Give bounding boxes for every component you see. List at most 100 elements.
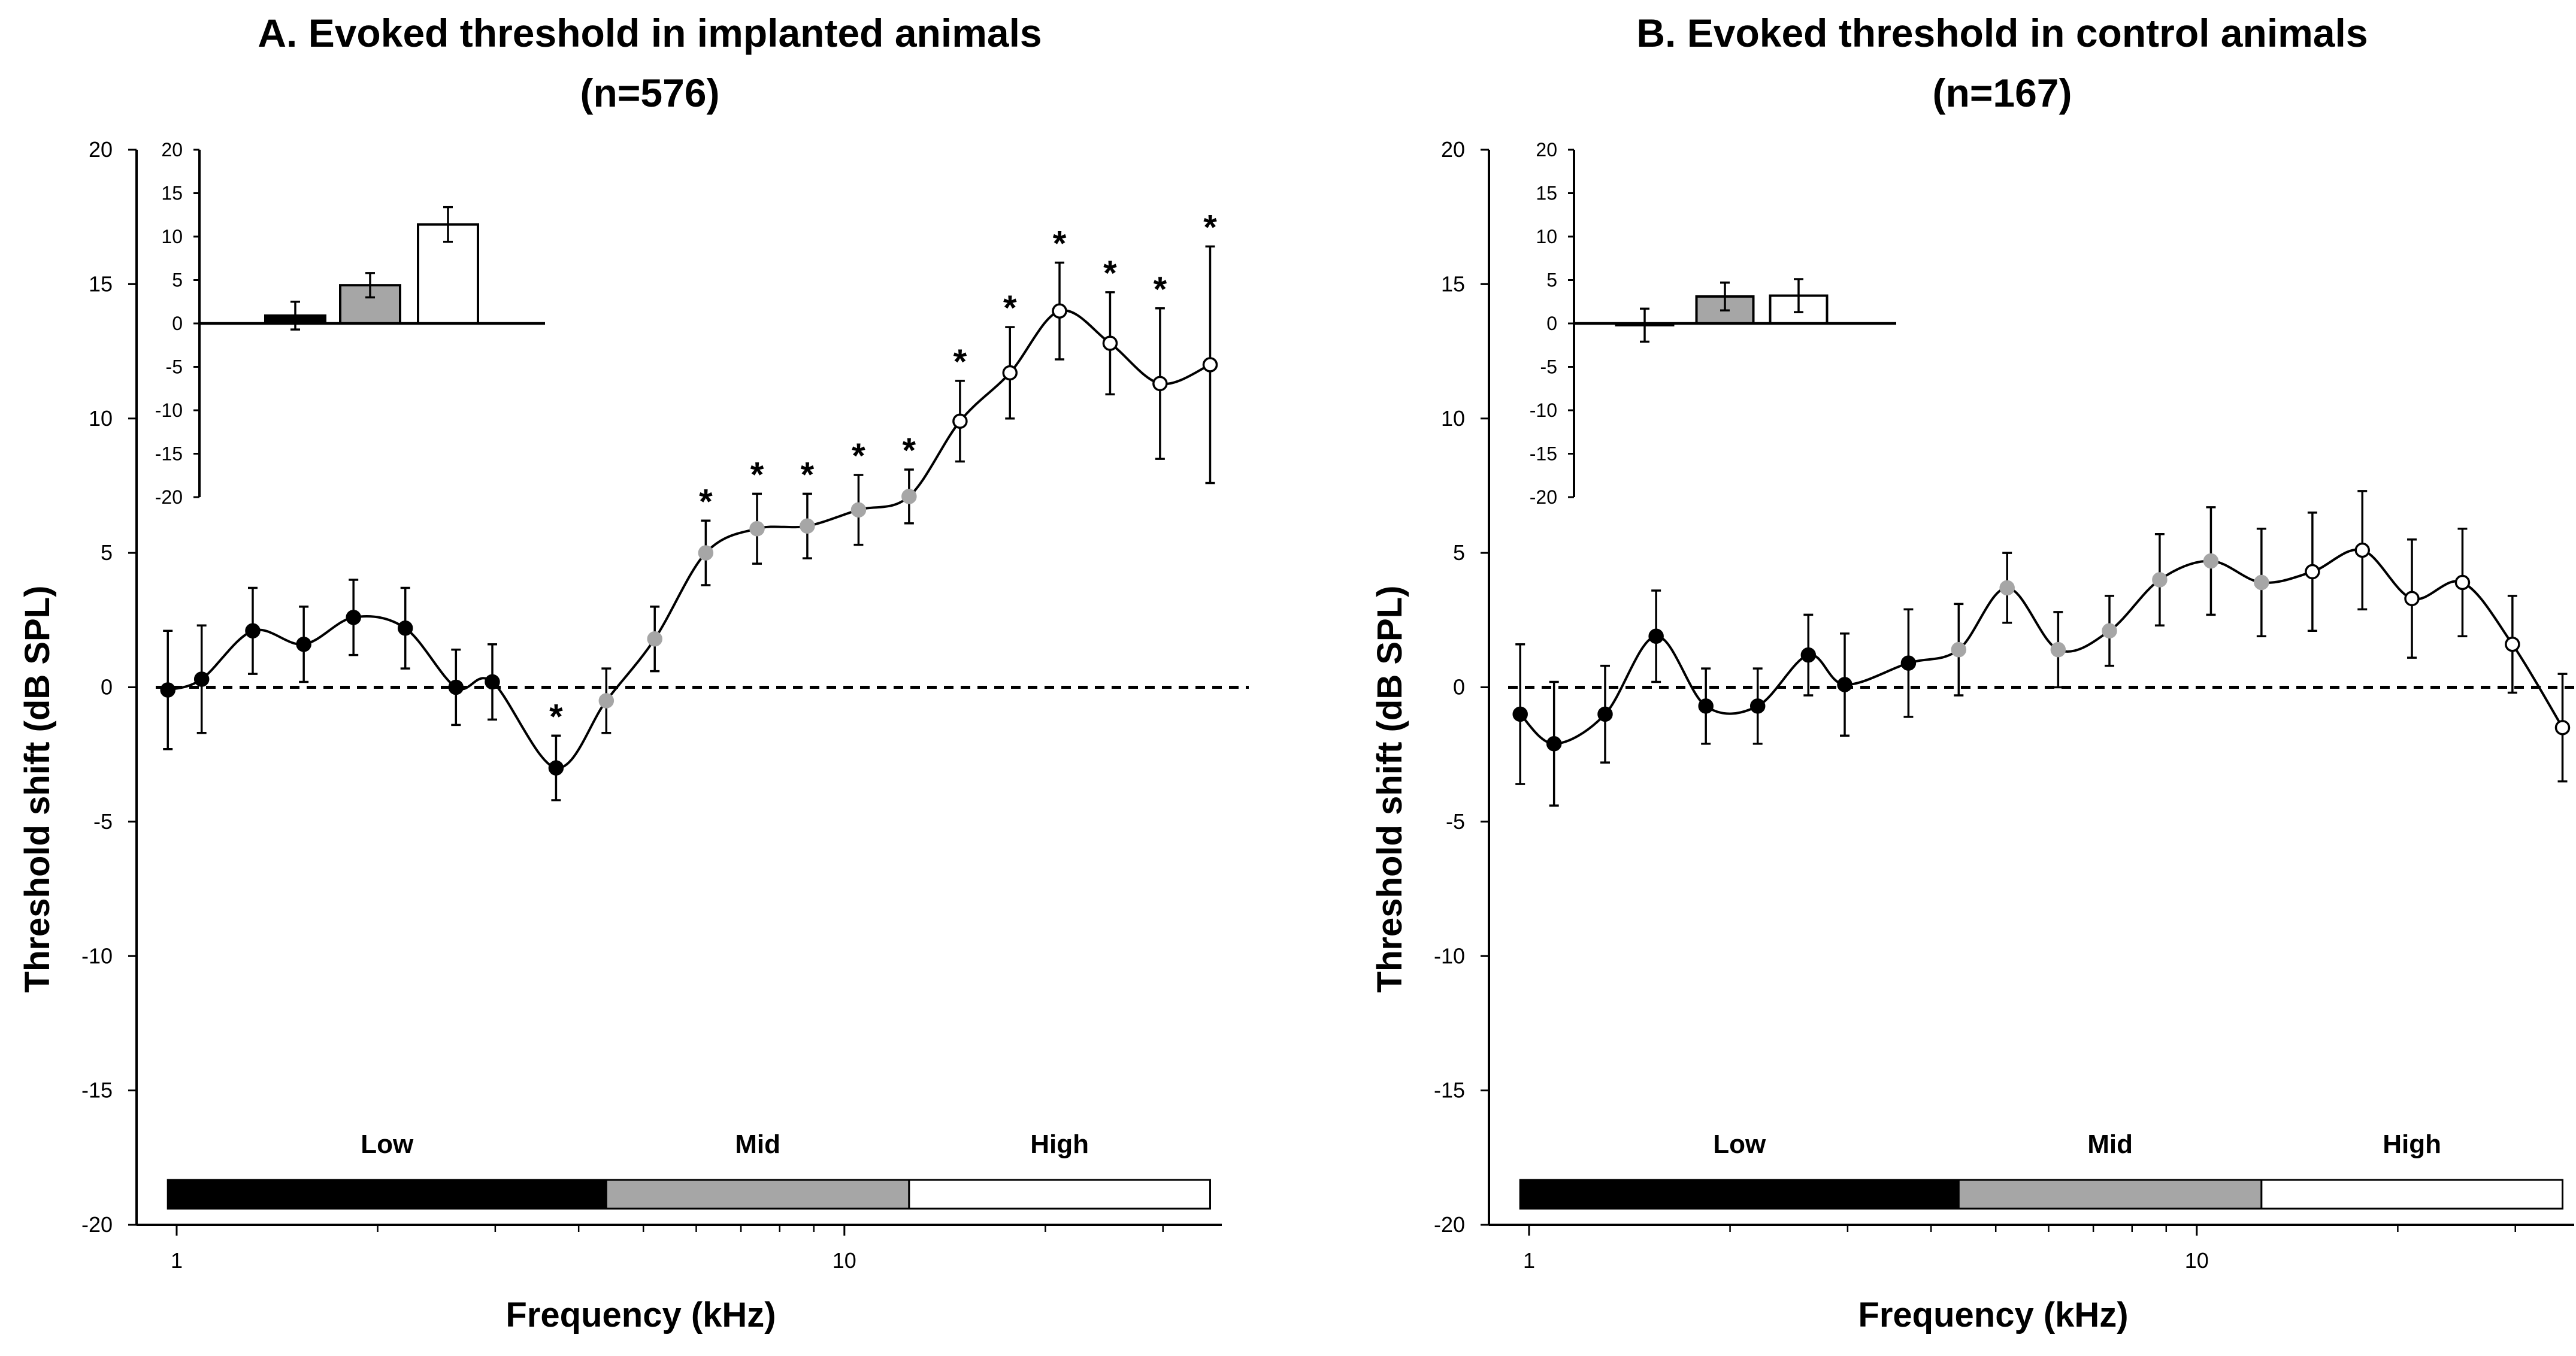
y-tick-label: 10: [89, 406, 113, 431]
inset-y-tick-label: 0: [172, 313, 183, 334]
significance-star: *: [1053, 224, 1067, 263]
y-tick-label: 15: [1441, 271, 1465, 296]
inset-y-tick-label: 10: [161, 226, 183, 247]
y-tick-label: 15: [89, 271, 113, 296]
inset-y-tick-label: 15: [1536, 183, 1557, 204]
y-tick-label: -5: [93, 809, 113, 834]
data-point-marker: [647, 631, 662, 647]
significance-star: *: [1203, 208, 1217, 247]
inset-y-tick-label: -15: [155, 443, 183, 465]
significance-star: *: [1103, 254, 1117, 293]
data-point-marker: [2505, 636, 2520, 652]
data-point-marker: [1546, 735, 1562, 752]
inset-y-tick-label: -5: [1540, 356, 1557, 378]
y-tick-label: -15: [81, 1078, 113, 1103]
data-point-marker: [749, 520, 765, 537]
chart-subtitle: (n=167): [1933, 71, 2072, 115]
y-tick-label: 0: [101, 675, 113, 700]
band-segment-mid: [1957, 1179, 2263, 1210]
y-tick-label: 20: [1441, 137, 1465, 162]
inset-y-tick-label: -10: [155, 399, 183, 421]
inset-y-tick-label: 5: [1546, 270, 1557, 291]
y-axis-label: Threshold shift (dB SPL): [18, 586, 57, 993]
inset-y-tick-label: -10: [1530, 399, 1557, 421]
data-point-marker: [1900, 655, 1917, 671]
data-point-marker: [2050, 641, 2066, 658]
data-point-marker: [2203, 553, 2219, 569]
data-point-marker: [2152, 572, 2168, 588]
band-label-low: Low: [1713, 1130, 1766, 1159]
data-point-marker: [1800, 647, 1817, 663]
band-label-mid: Mid: [2087, 1130, 2133, 1159]
x-tick-label: 1: [171, 1248, 183, 1273]
band-segment-high: [908, 1179, 1211, 1210]
y-tick-label: 20: [89, 137, 113, 162]
significance-star: *: [852, 437, 865, 476]
inset-bar-chart: 20 15 10 5 0 -5 -10 -15 -20: [1530, 139, 1896, 508]
y-tick-label: -10: [81, 943, 113, 968]
significance-star: *: [1154, 270, 1167, 309]
data-point-marker: [1597, 706, 1613, 722]
data-point-marker: [2554, 720, 2571, 735]
data-point-marker: [800, 518, 815, 534]
band-label-high: High: [1030, 1130, 1089, 1159]
data-point-marker: [901, 489, 917, 504]
significance-star: *: [750, 455, 764, 494]
x-tick-label: 1: [1523, 1248, 1535, 1273]
data-point-marker: [1698, 698, 1714, 714]
data-point-marker: [548, 760, 564, 776]
data-point-marker: [1648, 628, 1664, 644]
inset-y-tick-label: 15: [161, 183, 183, 204]
y-tick-label: -10: [1434, 943, 1465, 968]
data-point-marker: [193, 671, 210, 687]
data-point-marker: [2102, 623, 2117, 639]
inset-y-tick-label: 10: [1536, 226, 1557, 247]
data-point-marker: [2305, 564, 2320, 580]
y-axis-label: Threshold shift (dB SPL): [1370, 586, 1409, 993]
data-point-marker: [1152, 376, 1168, 392]
inset-y-tick-label: -5: [166, 356, 183, 378]
band-segment-high: [2260, 1179, 2563, 1210]
band-segment-low: [1519, 1179, 1960, 1210]
data-point-marker: [850, 502, 867, 518]
inset-y-tick-label: -15: [1530, 443, 1557, 465]
data-point-marker: [1749, 698, 1766, 714]
data-point-marker: [1052, 303, 1067, 319]
data-point-marker: [1102, 335, 1118, 351]
threshold-series-line: [167, 309, 1211, 770]
inset-y-tick-label: -20: [1530, 486, 1557, 508]
x-tick-label: 10: [833, 1248, 856, 1273]
data-point-marker: [346, 610, 361, 625]
data-point-marker: [1512, 706, 1528, 722]
inset-y-tick-label: 5: [172, 270, 183, 291]
data-point-marker: [2404, 591, 2420, 607]
data-point-marker: [245, 623, 261, 639]
data-point-marker: [2354, 542, 2371, 558]
y-tick-label: 10: [1441, 406, 1465, 431]
significance-star: *: [699, 482, 713, 521]
y-tick-label: -15: [1434, 1078, 1465, 1103]
data-point-marker: [1951, 641, 1967, 658]
inset-y-tick-label: -20: [155, 486, 183, 508]
data-point-marker: [160, 682, 175, 698]
inset-bar-chart: 20 15 10 5 0 -5 -10 -15 -20: [155, 139, 545, 508]
data-point-marker: [1837, 677, 1852, 692]
chart-title: B. Evoked threshold in control animals: [1636, 11, 2368, 55]
inset-y-tick-label: 0: [1546, 313, 1557, 334]
chart-panel-b: B. Evoked threshold in control animals (n…: [1370, 11, 2576, 1334]
data-point-marker: [448, 679, 464, 695]
data-point-marker: [2454, 574, 2471, 591]
y-tick-label: -20: [1434, 1212, 1465, 1237]
y-tick-label: 5: [1453, 540, 1465, 565]
threshold-series-line: [1519, 548, 2564, 745]
band-segment-low: [167, 1179, 607, 1210]
data-point-marker: [1202, 357, 1218, 373]
significance-star: *: [801, 455, 815, 494]
significance-star: *: [903, 431, 916, 470]
y-tick-label: -20: [81, 1212, 113, 1237]
data-point-marker: [1999, 580, 2015, 596]
chart-subtitle: (n=576): [580, 71, 720, 115]
y-tick-label: 0: [1453, 675, 1465, 700]
y-tick-label: -5: [1446, 809, 1465, 834]
data-point-marker: [2254, 574, 2269, 591]
